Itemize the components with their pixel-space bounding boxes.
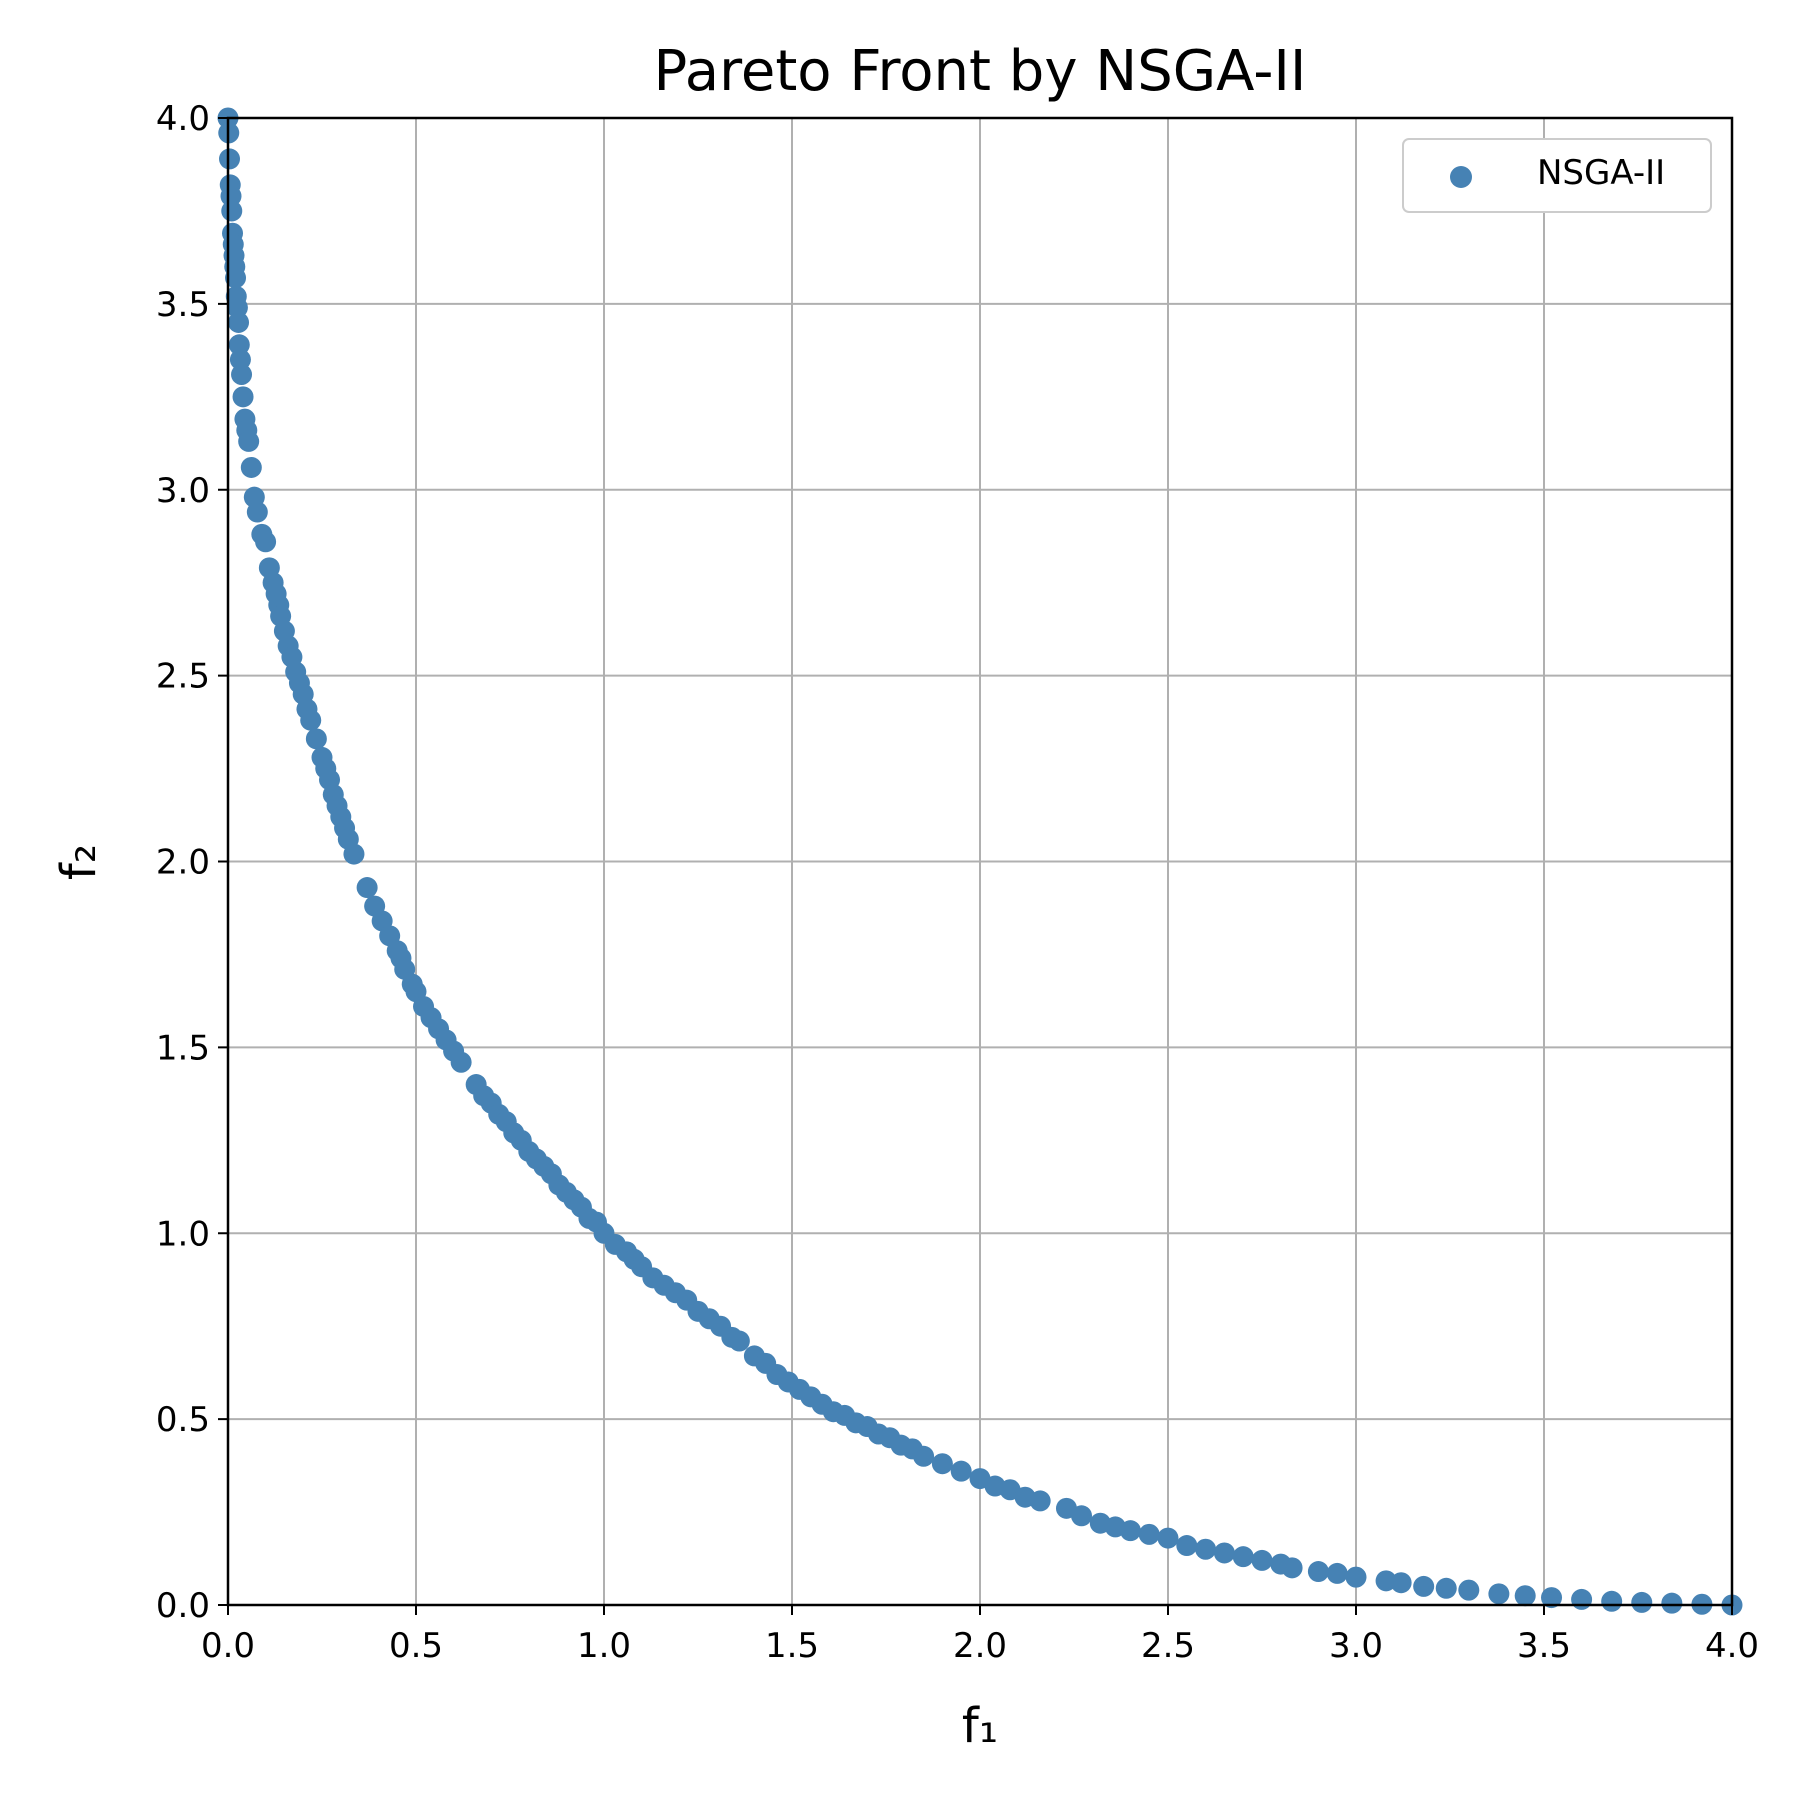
data-point: [1601, 1590, 1623, 1612]
data-point: [1251, 1549, 1273, 1571]
y-axis-label: f₂: [51, 844, 107, 880]
data-point: [1326, 1562, 1348, 1584]
x-axis-label: f₁: [962, 1698, 998, 1754]
data-point: [1413, 1575, 1435, 1597]
data-point: [356, 877, 378, 899]
data-point: [240, 456, 262, 478]
y-tick-label: 4.0: [156, 99, 210, 139]
y-tick-label: 2.0: [156, 843, 210, 883]
x-tick-label: 0.5: [389, 1626, 443, 1666]
data-point: [1281, 1557, 1303, 1579]
y-tick-label: 3.0: [156, 471, 210, 511]
data-point: [1661, 1592, 1683, 1614]
data-point: [1458, 1579, 1480, 1601]
data-point: [232, 386, 254, 408]
legend-marker: [1450, 166, 1472, 188]
y-tick-label: 3.5: [156, 285, 210, 325]
data-point: [221, 200, 243, 222]
y-tick-label: 2.5: [156, 657, 210, 697]
data-point: [450, 1051, 472, 1073]
y-tick-label: 0.0: [156, 1586, 210, 1626]
data-point: [1514, 1585, 1536, 1607]
data-point: [728, 1330, 750, 1352]
data-point: [1138, 1523, 1160, 1545]
y-tick-label: 1.5: [156, 1028, 210, 1068]
data-point: [219, 148, 241, 170]
data-point: [1541, 1587, 1563, 1609]
x-tick-label: 3.0: [1329, 1626, 1383, 1666]
x-tick-label: 4.0: [1705, 1626, 1759, 1666]
data-point: [913, 1445, 935, 1467]
chart-title: Pareto Front by NSGA-II: [654, 39, 1307, 104]
data-point: [1390, 1572, 1412, 1594]
y-tick-label: 1.0: [156, 1214, 210, 1254]
data-point: [1029, 1490, 1051, 1512]
data-point: [1071, 1505, 1093, 1527]
data-point: [231, 364, 253, 386]
data-point: [1176, 1535, 1198, 1557]
x-tick-label: 1.5: [765, 1626, 819, 1666]
data-point: [950, 1460, 972, 1482]
axis-ticks: 0.0 0.5 1.0 1.5 2.0 2.5 3.0 3.5 4.0 0.0 0.5 1.0 1.5 2…: [156, 99, 1759, 1666]
legend-box: [1402, 138, 1712, 213]
data-point: [1157, 1527, 1179, 1549]
x-tick-label: 3.5: [1517, 1626, 1571, 1666]
data-point: [1307, 1561, 1329, 1583]
data-point: [1232, 1546, 1254, 1568]
y-tick-label: 0.5: [156, 1400, 210, 1440]
data-point: [1195, 1538, 1217, 1560]
data-point: [1571, 1588, 1593, 1610]
x-tick-label: 2.0: [953, 1626, 1007, 1666]
data-point: [1213, 1542, 1235, 1564]
data-point: [255, 531, 277, 553]
data-point: [1631, 1591, 1653, 1613]
data-point: [931, 1453, 953, 1475]
data-point: [1345, 1566, 1367, 1588]
data-point: [238, 430, 260, 452]
data-point: [228, 311, 250, 333]
data-point: [246, 501, 268, 523]
data-points: [217, 107, 1743, 1616]
data-point: [220, 185, 242, 207]
data-point: [1119, 1520, 1141, 1542]
data-point: [225, 267, 247, 289]
x-tick-label: 2.5: [1141, 1626, 1195, 1666]
x-tick-label: 0.0: [201, 1626, 255, 1666]
data-point: [1488, 1583, 1510, 1605]
x-tick-label: 1.0: [577, 1626, 631, 1666]
data-point: [300, 709, 322, 731]
legend: NSGA-II: [1402, 138, 1712, 213]
legend-label: NSGA-II: [1537, 153, 1665, 193]
data-point: [343, 843, 365, 865]
data-point: [305, 728, 327, 750]
data-point: [1435, 1577, 1457, 1599]
